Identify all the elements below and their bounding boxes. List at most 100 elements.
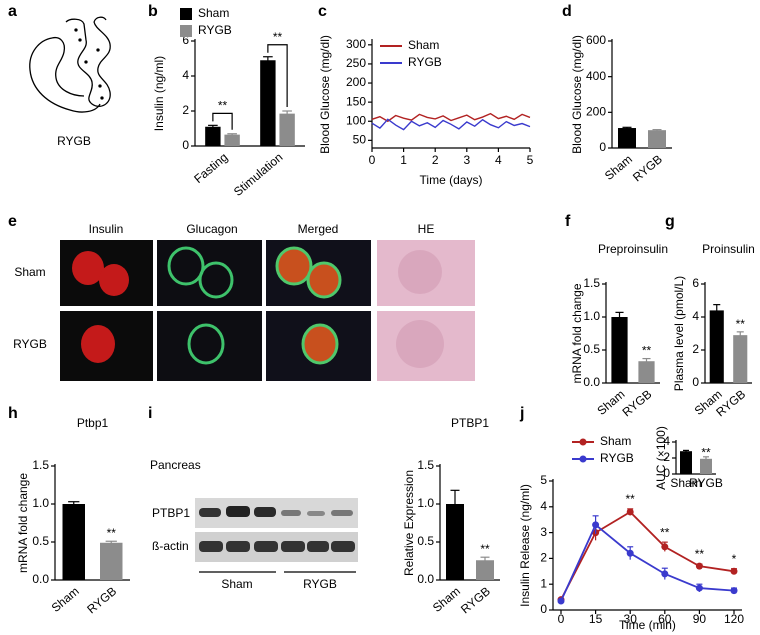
- significance-label: **: [701, 445, 711, 459]
- y-tick-label: 0.0: [583, 375, 600, 389]
- y-tick-label: 0: [540, 602, 547, 616]
- x-tick-label: RYGB: [458, 584, 493, 616]
- legend-label: RYGB: [198, 23, 232, 37]
- point: [661, 570, 669, 578]
- group-label: Sham: [221, 577, 252, 591]
- y-tick-label: 0: [692, 375, 699, 389]
- y-tick-label: 3: [540, 525, 547, 539]
- x-tick-label: 5: [527, 153, 534, 167]
- point: [730, 567, 738, 575]
- bar: [205, 126, 221, 146]
- y-tick-label: 100: [346, 113, 366, 127]
- point: [557, 597, 565, 605]
- x-tick-label: RYGB: [689, 476, 723, 490]
- significance-label: **: [626, 492, 636, 506]
- x-axis-label: Time (days): [420, 173, 483, 187]
- x-tick-label: 0: [558, 612, 565, 626]
- y-tick-label: 200: [586, 105, 606, 119]
- panel-label: d: [562, 3, 572, 20]
- y-tick-label: 4: [692, 309, 699, 323]
- panel-label: a: [8, 3, 17, 20]
- x-tick-label: 2: [432, 153, 439, 167]
- y-tick-label: 600: [586, 33, 606, 47]
- x-tick-label: Sham: [670, 476, 701, 490]
- bar: [224, 134, 240, 146]
- point: [626, 549, 634, 557]
- panel-label: f: [565, 213, 571, 230]
- significance-label: *: [732, 552, 737, 566]
- y-tick-label: 5: [540, 473, 547, 487]
- y-tick-label: 400: [586, 69, 606, 83]
- panel-label: c: [318, 3, 327, 20]
- x-tick-label: Sham: [602, 152, 635, 183]
- x-tick-label: 60: [658, 612, 672, 626]
- bar: [638, 361, 655, 383]
- y-tick-label: 6: [692, 276, 699, 290]
- significance-label: **: [642, 344, 652, 358]
- significance-label: **: [736, 317, 746, 331]
- panel-label: h: [8, 405, 18, 422]
- y-tick-label: 1.0: [32, 496, 49, 510]
- y-tick-label: 1: [540, 576, 547, 590]
- y-tick-label: 0.5: [583, 342, 600, 356]
- significance-label: **: [660, 525, 670, 539]
- y-tick-label: 0.0: [32, 572, 49, 586]
- y-axis-label: AUC (×100): [654, 426, 668, 490]
- point: [730, 587, 738, 595]
- y-tick-label: 2: [540, 551, 547, 565]
- bar: [62, 504, 85, 580]
- x-tick-label: Sham: [430, 584, 463, 615]
- y-tick-label: 6: [182, 33, 189, 47]
- y-axis-label: Insulin (ng/ml): [152, 56, 166, 131]
- bar: [100, 542, 123, 580]
- panel-label: b: [148, 3, 158, 20]
- x-tick-label: 15: [589, 612, 603, 626]
- significance-bracket: [212, 112, 233, 130]
- significance-bracket: [267, 44, 288, 107]
- y-tick-label: 0.0: [417, 572, 434, 586]
- series-line: [371, 118, 531, 131]
- x-tick-label: Stimulation: [231, 150, 285, 199]
- y-tick-label: 0: [599, 140, 606, 154]
- x-tick-label: RYGB: [620, 387, 655, 419]
- series-line: [560, 523, 735, 602]
- legend-label: Sham: [600, 434, 631, 448]
- point: [695, 562, 703, 570]
- bar: [446, 504, 464, 580]
- western-blot: [195, 498, 358, 573]
- y-tick-label: 250: [346, 56, 366, 70]
- significance-label: **: [695, 547, 705, 561]
- y-axis-label: mRNA fold change: [570, 283, 584, 383]
- y-axis-label: Blood Glucose (mg/dl): [318, 35, 332, 154]
- column-header: Insulin: [89, 222, 124, 236]
- bar: [648, 130, 666, 148]
- legend-label: Sham: [198, 6, 229, 20]
- y-tick-label: 4: [540, 499, 547, 513]
- legend-marker: [579, 438, 587, 446]
- chart-title: Proinsulin: [702, 242, 755, 256]
- column-header: Glucagon: [186, 222, 237, 236]
- bar: [700, 458, 712, 474]
- chart-title: PTBP1: [451, 416, 489, 430]
- rygb-diagram: [29, 16, 111, 113]
- y-tick-label: 50: [353, 133, 367, 147]
- y-tick-label: 4: [663, 434, 670, 448]
- x-tick-label: 90: [693, 612, 707, 626]
- x-tick-label: 4: [495, 153, 502, 167]
- y-tick-label: 300: [346, 37, 366, 51]
- y-tick-label: 1.0: [583, 309, 600, 323]
- x-tick-label: RYGB: [630, 152, 665, 184]
- y-tick-label: 0.5: [417, 534, 434, 548]
- x-tick-label: 3: [463, 153, 470, 167]
- group-label: RYGB: [303, 577, 337, 591]
- y-tick-label: 2: [663, 450, 670, 464]
- point: [695, 584, 703, 592]
- bar: [611, 317, 628, 383]
- y-tick-label: 200: [346, 75, 366, 89]
- y-tick-label: 1.5: [32, 458, 49, 472]
- y-tick-label: 1.0: [417, 496, 434, 510]
- series-line: [560, 510, 735, 601]
- point: [661, 543, 669, 551]
- legend-label: Sham: [408, 38, 439, 52]
- y-axis-label: Blood Glucose (mg/dl): [570, 35, 584, 154]
